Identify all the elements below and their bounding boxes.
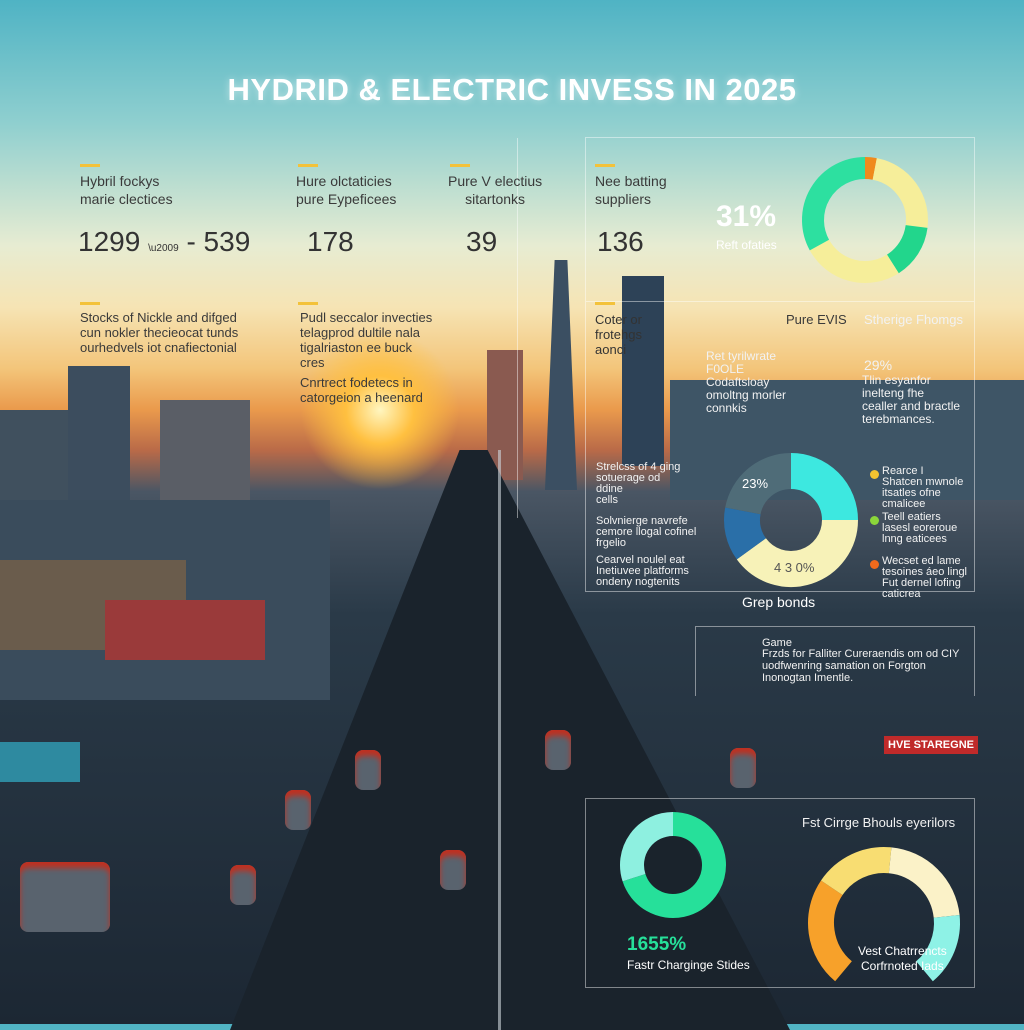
note-pudl: Pudl seccalor invecties telagprod dultil… — [300, 310, 433, 370]
fast-charging-ring — [620, 812, 726, 918]
segment-0 — [622, 812, 726, 918]
accent-bar — [80, 302, 100, 305]
segment-0 — [864, 157, 877, 180]
share-donut — [802, 157, 928, 283]
fast-charging-value: 1655% — [627, 934, 687, 955]
segment-3 — [725, 453, 792, 516]
segment-3 — [915, 915, 960, 982]
segment-1 — [620, 812, 674, 882]
building — [68, 366, 130, 506]
accent-bar — [595, 302, 615, 305]
car — [440, 850, 466, 890]
legend-dot — [870, 516, 879, 525]
charging-gauge — [808, 847, 960, 982]
stat-label: Hybril fockys marie clectices — [80, 173, 173, 207]
building — [622, 276, 664, 466]
charging-canopy — [0, 742, 80, 782]
charging-panel — [585, 798, 975, 988]
segment-2 — [724, 507, 767, 560]
game-heading: Game — [762, 637, 792, 649]
stherge-value: 29% — [864, 357, 893, 373]
bonds-label-a: 23% — [742, 476, 769, 491]
segment-2 — [886, 224, 928, 274]
building — [160, 400, 250, 500]
car — [730, 748, 756, 788]
note-cotenor: Coter or frotehgs aonci — [595, 312, 642, 357]
page-title: HYDRID & ELECTRIC INVESS IN 2025 — [227, 72, 797, 107]
segment-0 — [808, 880, 853, 982]
car — [285, 790, 311, 830]
accent-bar — [595, 164, 615, 167]
gauge-caption: Vest Chatrrencts Corfrnoted Iads — [858, 944, 947, 973]
accent-bar — [450, 164, 470, 167]
segment-2 — [888, 847, 960, 919]
stat-label: Nee batting suppliers — [595, 173, 667, 207]
car — [545, 730, 571, 770]
accent-bar — [80, 164, 100, 167]
stat-label: Hure olctaticies pure Eypeficees — [296, 173, 397, 207]
bonds-caption: Grep bonds — [742, 594, 816, 610]
bonds-label-b: 4 3 0% — [774, 560, 815, 575]
legend-dot — [870, 470, 879, 479]
accent-bar — [298, 302, 318, 305]
mid-note: Strelcss of 4 ging sotuerage od ddine ce… — [596, 461, 681, 506]
segment-1 — [872, 158, 928, 228]
share-panel — [585, 137, 975, 302]
stherge-heading: Stherige Fhomgs — [864, 312, 963, 327]
lane-divider — [498, 450, 501, 1030]
tower — [545, 260, 577, 490]
charging-heading: Fst Cirrge Bhouls eyerilors — [802, 815, 956, 830]
breakdown-panel — [585, 302, 975, 592]
segment-3 — [809, 239, 899, 283]
note-nickel: Stocks of Nickle and difged cun nokler t… — [80, 310, 239, 355]
building — [487, 350, 523, 480]
game-panel — [695, 626, 975, 696]
station-canopy — [105, 600, 265, 660]
segment-1 — [820, 847, 892, 896]
legend-text: Rearce I Shatcen mwnole itsatles ofne cm… — [882, 465, 964, 510]
pure-evs-text: Ret tyrilwrate F0OLE Codaftsloay omoltng… — [706, 349, 787, 415]
legend-dot — [870, 560, 879, 569]
stat-value-b: - 539 — [186, 226, 251, 257]
legend-text: Teell eatiers lasesl eoreroue lnng eatic… — [882, 511, 958, 545]
car — [20, 862, 110, 932]
stherge-text: Tlin esyanfor inelteng fhe cealler and b… — [862, 373, 961, 426]
charging-sign: HVE STAREGNE — [884, 736, 978, 754]
note-contract: Cnrtrect fodetecs in catorgeion a heenar… — [300, 375, 423, 405]
fast-charging-caption: Fastr Charginge Stides — [627, 958, 750, 972]
pure-evs-heading: Pure EVIS — [786, 312, 847, 327]
legend-text: Wecset ed lame tesoines áeo lingl Fut d… — [882, 555, 968, 600]
bonds-donut — [724, 453, 858, 587]
game-text: Frzds for Falliter Cureraendis om od CIY… — [762, 648, 960, 684]
car — [355, 750, 381, 790]
stat-value: 136 — [597, 226, 644, 257]
mid-note: Cearvel noulel eat Inetiuvee platforms o… — [596, 554, 689, 588]
segment-1 — [736, 519, 858, 587]
segment-0 — [790, 453, 858, 521]
stat-label: Pure V electius sitartonks — [448, 173, 543, 207]
stat-value: 178 — [307, 226, 354, 257]
share-value: 31% — [716, 200, 777, 233]
building — [670, 380, 1024, 500]
segment-4 — [802, 157, 866, 251]
sun — [300, 330, 460, 490]
stats-panel — [68, 138, 518, 518]
accent-bar — [298, 164, 318, 167]
mid-note: Solvnierge navrefe cemore llogal cofinel… — [596, 515, 697, 549]
stat-value: 39 — [466, 226, 498, 257]
car — [230, 865, 256, 905]
share-caption: Reft ofaties — [716, 238, 777, 252]
stat-value-a: 1299 — [78, 226, 141, 257]
stat-value: 1299 \u2009 - 539 — [78, 226, 251, 257]
